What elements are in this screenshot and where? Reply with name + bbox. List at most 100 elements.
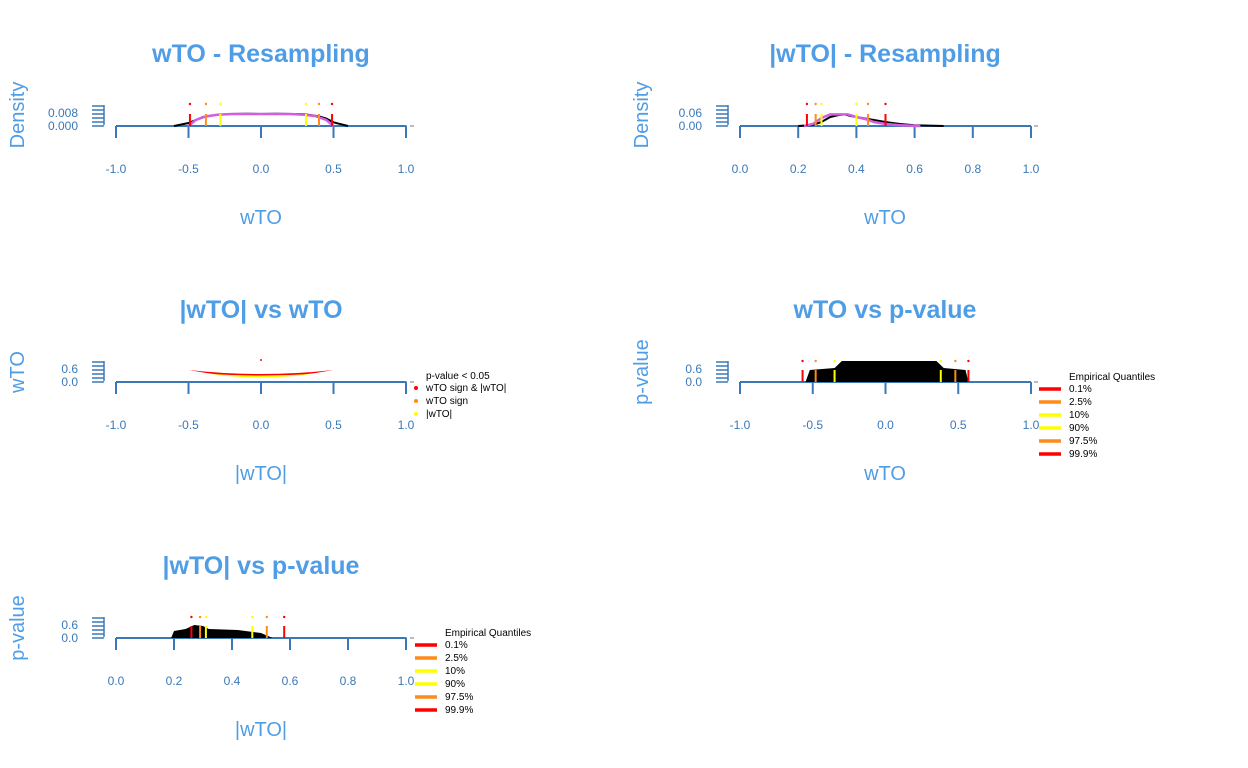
legend: Empirical Quantiles 0.1% 2.5% 10% 90% 97… <box>1039 372 1155 460</box>
y-tick-label: 0.6 <box>61 618 78 632</box>
point-cloud-black <box>171 625 273 638</box>
quantile-marker-orange <box>954 359 957 363</box>
plot-area: 0.00.6-1.0 -0.5 0.0 0.5 1.0 <box>61 359 416 432</box>
series-line-purple <box>187 112 335 127</box>
quantile-marker-red <box>190 615 193 619</box>
legend-item: 99.9% <box>1069 449 1097 460</box>
quantile-marker-orange <box>265 615 268 619</box>
quantile-marker-red <box>805 102 809 106</box>
quantile-marker-orange <box>814 102 817 106</box>
x-tick-label: 1.0 <box>1023 162 1040 176</box>
x-axis-label: |wTO| <box>235 719 287 741</box>
x-tick-label: 0.5 <box>325 418 342 432</box>
panel-wto-vs-pvalue: wTO vs p-value wTO p-value 0.00.6-1.0 -0.… <box>631 296 1155 485</box>
legend: p-value < 0.05 wTO sign & |wTO| wTO sign… <box>414 371 506 420</box>
quantile-marker-orange <box>204 102 208 106</box>
legend-item: 10% <box>1069 410 1089 421</box>
legend-title: p-value < 0.05 <box>426 371 490 382</box>
quantile-marker-red <box>967 359 970 363</box>
legend-item: 10% <box>445 666 465 677</box>
quantile-marker-yellow <box>304 102 308 106</box>
chart-title: |wTO| vs wTO <box>179 296 342 324</box>
legend-item: |wTO| <box>426 409 452 420</box>
x-tick-label: 0.2 <box>790 162 807 176</box>
x-tick-label: 0.6 <box>906 162 923 176</box>
x-tick-label: -1.0 <box>106 418 127 432</box>
legend-item: 2.5% <box>445 653 468 664</box>
y-axis: 0.00.6 <box>61 617 105 645</box>
legend-item: wTO sign & |wTO| <box>425 383 506 394</box>
y-axis-label: wTO <box>7 351 29 394</box>
quantile-marker-red <box>884 102 887 106</box>
quantile-marker-red <box>188 102 192 106</box>
y-axis: 0.00.6 <box>685 361 729 389</box>
x-axis: 0.0 0.2 0.4 0.6 0.8 1.0 <box>732 125 1040 176</box>
series-line-black <box>173 112 349 127</box>
y-tick-label: 0.6 <box>61 362 78 376</box>
y-tick-label: 0.00 <box>679 119 703 133</box>
chart-title: wTO - Resampling <box>151 40 370 68</box>
x-tick-label: 0.8 <box>964 162 981 176</box>
legend-item: 2.5% <box>1069 397 1092 408</box>
panel-abs-wto-resampling: |wTO| - Resampling wTO Density 0.000.060… <box>631 40 1041 229</box>
x-tick-label: -1.0 <box>730 418 751 432</box>
x-tick-label: 0.5 <box>950 418 967 432</box>
legend: Empirical Quantiles 0.1% 2.5% 10% 90% 97… <box>415 628 531 716</box>
y-tick-label: 0.6 <box>685 362 702 376</box>
point-cloud-black <box>805 361 969 382</box>
y-axis-label: p-value <box>7 595 29 661</box>
x-axis-label: wTO <box>863 207 906 229</box>
x-tick-label: -1.0 <box>106 162 127 176</box>
quantile-marker-orange <box>814 359 817 363</box>
x-axis: -1.0 -0.5 0.0 0.5 1.0 <box>730 381 1040 432</box>
legend-title: Empirical Quantiles <box>445 628 531 639</box>
panel-abs-wto-vs-pvalue: |wTO| vs p-value |wTO| p-value 0.00.60.0… <box>7 552 531 741</box>
x-tick-label: 1.0 <box>398 418 415 432</box>
y-tick-label: 0.008 <box>48 106 78 120</box>
x-axis-label: wTO <box>863 463 906 485</box>
x-tick-label: 0.0 <box>877 418 894 432</box>
quantile-marker-orange <box>198 615 202 619</box>
x-tick-label: -0.5 <box>178 162 199 176</box>
plot-area: 0.000.06 0.0 0.2 0.4 0.6 0.8 1.0 <box>679 102 1041 176</box>
y-tick-label: 0.000 <box>48 119 78 133</box>
x-tick-label: -0.5 <box>178 418 199 432</box>
legend-item: wTO sign <box>425 396 468 407</box>
quantile-marker-orange <box>317 102 321 106</box>
y-axis-label: p-value <box>631 339 653 405</box>
x-axis-label: |wTO| <box>235 463 287 485</box>
x-tick-label: 1.0 <box>1023 418 1040 432</box>
y-tick-label: 0.06 <box>679 106 703 120</box>
x-tick-label: 0.0 <box>253 162 270 176</box>
panel-abs-wto-vs-wto: |wTO| vs wTO |wTO| wTO 0.00.6-1.0 -0.5 0.0… <box>7 296 506 485</box>
x-tick-label: 1.0 <box>398 674 415 688</box>
quantile-marker-red <box>330 102 334 106</box>
x-axis-label: wTO <box>239 207 282 229</box>
x-tick-label: 0.0 <box>253 418 270 432</box>
legend-title: Empirical Quantiles <box>1069 372 1155 383</box>
chart-title: |wTO| - Resampling <box>769 40 1001 68</box>
x-tick-label: -0.5 <box>802 418 823 432</box>
legend-item: 97.5% <box>445 692 473 703</box>
quantile-marker-yellow <box>820 102 823 106</box>
x-tick-label: 0.4 <box>224 674 241 688</box>
y-tick-label: 0.0 <box>61 631 78 645</box>
quantile-marker-yellow <box>833 359 836 363</box>
chart-title: |wTO| vs p-value <box>163 552 360 580</box>
y-axis: 0.00.6 <box>61 361 105 389</box>
y-axis-label: Density <box>7 82 29 149</box>
legend-item: 0.1% <box>445 640 468 651</box>
quantile-marker-yellow <box>855 102 858 106</box>
quantile-marker-red <box>801 359 804 363</box>
quantile-marker-yellow <box>219 102 222 106</box>
legend-item: 0.1% <box>1069 384 1092 395</box>
quantile-marker-orange <box>866 102 870 106</box>
quantile-marker-yellow <box>204 615 208 619</box>
y-tick-label: 0.0 <box>61 375 78 389</box>
plot-area: 0.00.6 -1.0 -0.5 0.0 0.5 1.0 <box>685 359 1041 432</box>
legend-marker-orange <box>414 399 418 403</box>
quantile-marker-red <box>283 615 286 619</box>
legend-item: 99.9% <box>445 705 473 716</box>
